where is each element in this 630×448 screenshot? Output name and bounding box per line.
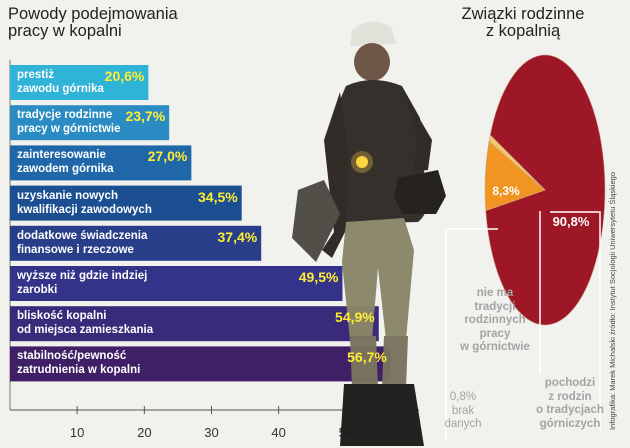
bar-category-label: zainteresowanie zawodem górnika — [17, 149, 114, 176]
credit-text: Infografika: Marek Michalski źródło: Ins… — [608, 171, 617, 430]
bar-value-label: 27,0% — [147, 148, 188, 165]
bar — [10, 105, 170, 141]
pie-chart-title: Związki rodzinne z kopalnią — [461, 5, 585, 40]
x-tick-label: 20 — [137, 425, 151, 440]
bar-category-label: dodatkowe świadczenia finansowe i rzeczow… — [17, 229, 148, 256]
bar-value-label: 54,9% — [335, 309, 375, 326]
pie-leaders — [445, 211, 601, 440]
bar-category-label: tradycje rodzinne pracy w górnictwie — [17, 109, 121, 136]
bar — [10, 306, 379, 342]
x-tick-label: 40 — [271, 425, 285, 440]
bar — [10, 65, 149, 100]
bar-value-label: 23,7% — [125, 108, 166, 125]
bar-value-label: 56,7% — [347, 349, 387, 366]
bar-value-label: 37,4% — [217, 228, 258, 245]
bar — [10, 346, 391, 382]
bar-category-label: uzyskanie nowych kwalifikacji zawodowych — [17, 189, 152, 216]
bar-category-label: prestiż zawodu górnika — [17, 69, 104, 95]
pie-chart — [484, 54, 606, 326]
leader-line — [550, 211, 601, 430]
bar — [10, 225, 262, 261]
miner-illustration — [292, 21, 446, 446]
pie-slice-description: nie ma tradycji rodzinnych pracy w górnictwi… — [460, 287, 530, 353]
bar — [10, 145, 192, 181]
bar-chart-title: Powody podejmowania pracy w kopalni — [8, 5, 178, 40]
x-tick-label: 10 — [70, 425, 84, 440]
bar-category-label: bliskość kopalni od miejsca zamieszkania — [17, 310, 154, 337]
pie-slice — [488, 134, 546, 191]
x-tick-label: 30 — [204, 425, 218, 440]
pie-value-label: 90,8% — [552, 214, 590, 229]
bar-category-label: stabilność/pewność zatrudnienia w kopalni — [17, 350, 141, 377]
bar — [10, 185, 242, 221]
bar-category-label: wyższe niż gdzie indziej zarobki — [17, 270, 148, 296]
pie-value-label: 8,3% — [492, 184, 520, 198]
pie-slice-description: pochodzi z rodzin o tradycjach górniczych — [536, 377, 604, 430]
bar-value-label: 49,5% — [298, 269, 339, 285]
bar-value-label: 20,6% — [104, 68, 145, 84]
bar — [10, 266, 343, 301]
leader-line — [445, 228, 498, 440]
bar-value-label: 34,5% — [198, 188, 238, 205]
bar-series — [10, 65, 391, 382]
pie-slice-description: 0,8% brak danych — [444, 391, 482, 430]
